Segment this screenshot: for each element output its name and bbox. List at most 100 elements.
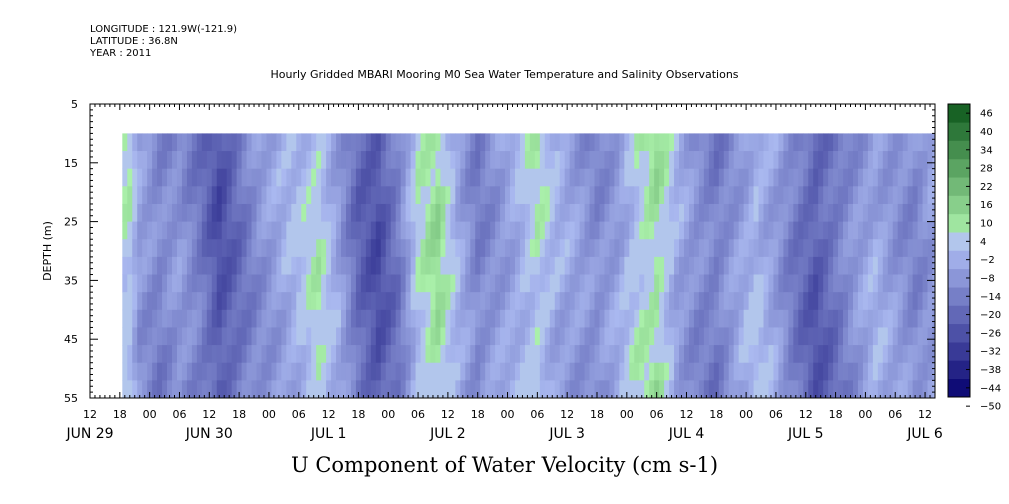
heat-cell — [644, 362, 650, 381]
heat-cell — [370, 239, 377, 258]
heat-cell — [922, 239, 928, 258]
heat-cell — [688, 133, 695, 152]
heat-cell — [703, 292, 710, 311]
heat-cell — [554, 239, 561, 258]
x-day-label: JUL 1 — [310, 426, 347, 442]
x-hour-label: 06 — [769, 408, 783, 421]
heat-cell — [753, 362, 759, 381]
heat-cell — [524, 221, 531, 240]
heat-cell — [375, 256, 382, 275]
heat-cell — [609, 292, 615, 311]
heat-cell — [206, 345, 213, 364]
heat-cell — [549, 151, 556, 170]
heat-cell — [191, 256, 198, 275]
heat-cell — [818, 327, 824, 346]
heat-cell — [599, 239, 605, 258]
heat-cell — [718, 274, 725, 293]
heat-cell — [778, 292, 784, 311]
heat-cell — [768, 186, 774, 205]
heat-cell — [564, 221, 571, 240]
heat-cell — [574, 133, 580, 152]
heat-cell — [301, 256, 307, 275]
heat-cell — [201, 380, 208, 399]
heat-cell — [629, 292, 635, 311]
heat-cell — [793, 309, 799, 328]
heat-cell — [336, 256, 342, 275]
heat-cell — [688, 186, 695, 205]
heat-cell — [698, 256, 705, 275]
heat-cell — [808, 327, 814, 346]
heat-cell — [395, 345, 402, 364]
heat-cell — [857, 274, 864, 293]
heat-cell — [768, 380, 774, 399]
heat-cell — [306, 345, 312, 364]
heat-cell — [445, 221, 451, 240]
heat-cell — [206, 274, 213, 293]
heat-cell — [793, 203, 799, 222]
heat-cell — [261, 274, 267, 293]
heat-cell — [629, 133, 635, 152]
heat-cell — [281, 221, 287, 240]
heat-cell — [430, 292, 436, 311]
heat-cell — [455, 256, 461, 275]
heat-cell — [912, 327, 918, 346]
heat-cell — [420, 380, 426, 399]
heat-cell — [410, 327, 416, 346]
heat-cell — [848, 362, 854, 381]
heat-cell — [857, 327, 864, 346]
heat-cell — [405, 327, 411, 346]
heat-cell — [748, 133, 754, 152]
heat-cell — [321, 327, 327, 346]
heat-cell — [137, 345, 143, 364]
heat-cell — [206, 380, 213, 399]
heat-cell — [664, 203, 670, 222]
heat-cell — [788, 380, 794, 399]
heat-cell — [211, 239, 218, 258]
heat-cell — [708, 380, 715, 399]
heat-cell — [152, 345, 158, 364]
heat-cell — [887, 221, 894, 240]
heat-cell — [793, 151, 799, 170]
heat-cell — [654, 151, 660, 170]
heat-cell — [778, 309, 784, 328]
heat-cell — [450, 362, 456, 381]
heat-cell — [862, 292, 869, 311]
heat-cell — [490, 309, 496, 328]
heat-cell — [430, 186, 436, 205]
heat-cell — [405, 345, 411, 364]
heat-cell — [152, 274, 158, 293]
heat-cell — [758, 327, 764, 346]
heat-cell — [122, 345, 128, 364]
heat-cell — [867, 362, 874, 381]
heat-cell — [862, 151, 869, 170]
heat-cell — [316, 345, 322, 364]
heat-cell — [524, 362, 531, 381]
heat-cell — [311, 203, 317, 222]
heat-cell — [753, 345, 759, 364]
heat-cell — [460, 239, 466, 258]
heat-cell — [624, 274, 630, 293]
heat-cell — [798, 345, 804, 364]
heat-cell — [534, 133, 541, 152]
heat-cell — [157, 239, 163, 258]
heat-cell — [137, 239, 143, 258]
heat-cell — [748, 327, 754, 346]
heat-cell — [559, 345, 566, 364]
heat-cell — [773, 274, 779, 293]
heat-cell — [226, 327, 233, 346]
heat-cell — [877, 362, 884, 381]
heat-cell — [485, 309, 491, 328]
heat-cell — [529, 274, 536, 293]
heat-cell — [718, 239, 725, 258]
heat-cell — [698, 203, 705, 222]
heat-cell — [226, 362, 233, 381]
heat-cell — [529, 203, 536, 222]
heat-cell — [857, 221, 864, 240]
heat-cell — [465, 203, 471, 222]
heat-cell — [405, 186, 411, 205]
heat-cell — [564, 345, 571, 364]
heat-cell — [823, 380, 829, 399]
x-hour-label: 00 — [620, 408, 634, 421]
heat-cell — [912, 133, 918, 152]
heat-cell — [693, 362, 700, 381]
